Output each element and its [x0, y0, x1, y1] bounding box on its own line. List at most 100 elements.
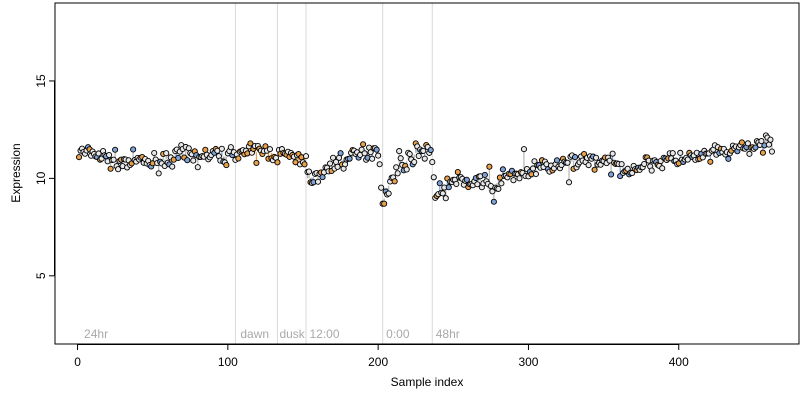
data-point — [768, 148, 775, 155]
data-point — [529, 165, 537, 172]
data-point — [498, 180, 505, 187]
data-point — [184, 157, 191, 164]
data-point — [112, 146, 119, 153]
data-point — [499, 166, 506, 173]
data-point — [618, 161, 625, 168]
data-point — [725, 155, 732, 162]
data-point — [581, 150, 588, 158]
data-point — [415, 152, 422, 159]
data-point — [445, 184, 452, 191]
data-point — [301, 161, 308, 168]
data-point — [151, 149, 158, 157]
data-point — [532, 170, 540, 178]
y-axis-title: Expression — [9, 143, 23, 202]
data-point — [218, 145, 225, 152]
data-point — [391, 178, 398, 185]
data-point — [381, 200, 388, 207]
data-point — [190, 157, 197, 164]
data-point — [752, 144, 759, 151]
x-axis-title: Sample index — [391, 375, 464, 389]
y-tick-label-2: 15 — [34, 74, 48, 88]
data-point — [369, 155, 376, 162]
data-point — [565, 179, 573, 186]
data-point — [746, 150, 753, 157]
data-point — [227, 144, 234, 151]
data-point — [274, 159, 281, 166]
data-point — [571, 154, 579, 161]
y-tick-label-1: 10 — [34, 171, 48, 185]
data-point — [247, 140, 254, 147]
data-point — [516, 175, 523, 182]
x-tick-label-2: 200 — [368, 355, 388, 369]
data-point — [648, 167, 655, 174]
y-axis: 5 10 15 — [34, 74, 55, 279]
data-point — [266, 146, 273, 153]
data-point — [608, 171, 615, 178]
data-point — [394, 170, 401, 177]
data-point — [397, 155, 404, 162]
data-point — [759, 149, 766, 156]
data-point — [609, 150, 616, 157]
data-point — [235, 155, 242, 162]
annotation-label-2: dusk — [279, 327, 305, 341]
data-point — [490, 198, 497, 205]
data-point — [302, 153, 310, 160]
data-point — [767, 136, 774, 143]
data-point — [107, 165, 114, 172]
x-tick-label-1: 100 — [218, 355, 238, 369]
data-point — [378, 184, 385, 191]
data-point — [106, 151, 113, 159]
data-point — [593, 154, 600, 161]
data-point — [510, 177, 517, 184]
data-point — [474, 181, 481, 188]
data-point — [553, 157, 561, 164]
data-point — [429, 159, 436, 166]
data-point — [486, 163, 493, 170]
data-point — [707, 158, 714, 165]
data-point — [564, 159, 571, 166]
data-point — [163, 150, 170, 157]
data-point — [305, 168, 313, 175]
data-point — [314, 178, 322, 185]
data-point — [421, 155, 428, 162]
data-point — [427, 146, 434, 154]
x-tick-label-0: 0 — [74, 355, 81, 369]
data-point — [411, 158, 418, 166]
data-point — [223, 162, 230, 169]
data-point — [454, 169, 461, 176]
data-point — [360, 141, 367, 148]
data-point — [641, 160, 648, 168]
x-axis: 0 100 200 300 400 — [74, 344, 689, 369]
data-point — [375, 152, 382, 159]
data-point — [346, 155, 353, 162]
data-point — [327, 160, 334, 167]
data-point — [669, 150, 676, 157]
data-point — [130, 146, 137, 153]
data-point — [376, 161, 383, 168]
annotation-labels: 24hr dawn dusk 12:00 0:00 48hr — [84, 327, 460, 341]
data-point — [439, 190, 446, 197]
data-point — [253, 159, 260, 166]
data-point — [75, 154, 83, 161]
data-point — [520, 146, 527, 153]
data-point — [202, 146, 209, 153]
data-point — [330, 154, 337, 161]
data-point — [677, 149, 684, 156]
data-point — [361, 150, 368, 157]
data-point — [495, 185, 502, 192]
annotation-vertical-lines — [234, 3, 433, 344]
data-point — [744, 140, 751, 147]
data-point — [337, 150, 344, 157]
data-point — [624, 165, 631, 172]
annotation-label-0: 24hr — [84, 327, 108, 341]
data-point — [684, 156, 691, 163]
data-point — [463, 176, 470, 183]
data-point — [436, 180, 443, 187]
data-point — [430, 174, 437, 181]
data-point — [531, 158, 538, 165]
data-point — [453, 180, 460, 187]
annotation-label-3: 12:00 — [310, 327, 340, 341]
data-point — [765, 141, 772, 148]
x-tick-label-4: 400 — [669, 355, 689, 369]
